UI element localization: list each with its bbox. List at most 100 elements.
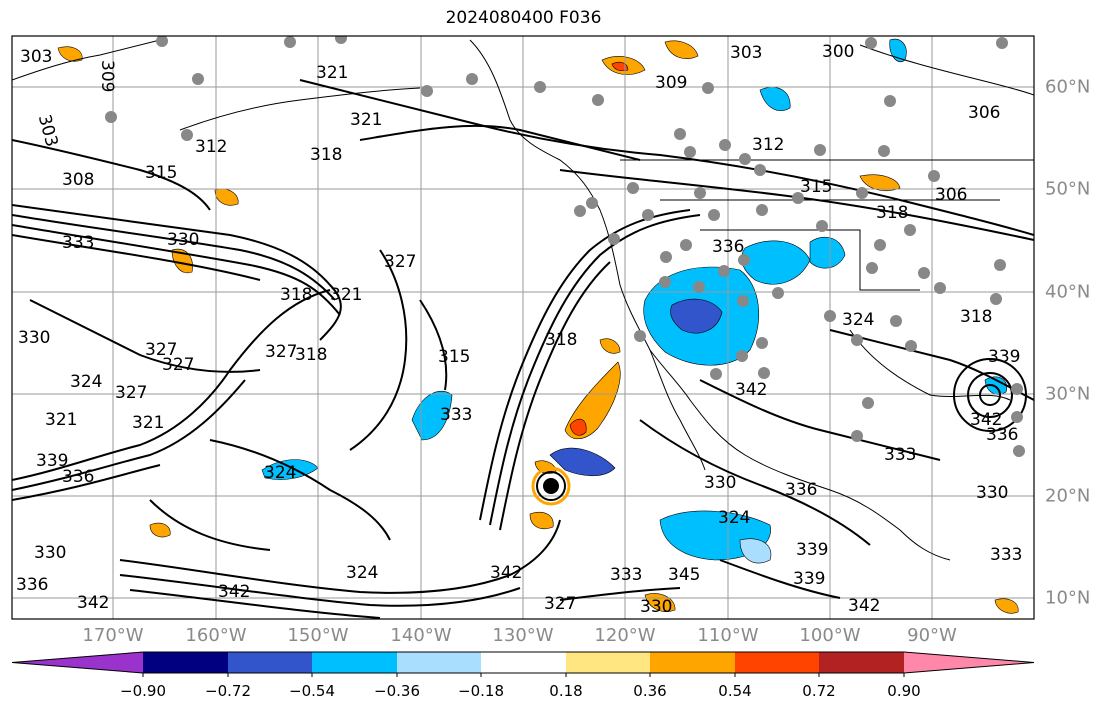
contour-label: 342 [490, 563, 522, 583]
contour-label: 327 [265, 342, 297, 362]
tropical-cyclone [531, 466, 571, 506]
contour-label: 308 [62, 170, 94, 190]
contour-label: 321 [330, 285, 362, 305]
contour-label: 342 [77, 593, 109, 613]
contour-label: 324 [346, 563, 378, 583]
colorbar-segment [481, 652, 566, 673]
colorbar-segment [312, 652, 397, 673]
contour-label: 324 [842, 310, 874, 330]
contour-label: 330 [167, 230, 199, 250]
colorbar-tick-label: −0.18 [458, 682, 504, 700]
contour-label: 318 [280, 285, 312, 305]
contour-label: 345 [668, 565, 700, 585]
lat-label: 10°N [1045, 587, 1091, 609]
contour-label: 309 [97, 60, 117, 92]
contour-label: 300 [822, 42, 854, 62]
contour-label: 330 [640, 597, 672, 617]
lon-label: 140°W [390, 625, 452, 646]
colorbar-tick-label: 0.72 [802, 682, 836, 700]
contour-label: 321 [350, 110, 382, 130]
colorbar [11, 651, 1035, 677]
colorbar-tick-label: 0.36 [633, 682, 667, 700]
contour-label: 321 [316, 63, 348, 83]
contour-label: 327 [162, 355, 194, 375]
colorbar-tick-label: −0.54 [289, 682, 335, 700]
colorbar-tick-label: 0.90 [887, 682, 921, 700]
colorbar-segment [735, 652, 819, 673]
contour-label: 324 [718, 508, 750, 528]
contour-label: 333 [884, 445, 916, 465]
colorbar-segment [650, 652, 735, 673]
colorbar-tick-label: −0.90 [120, 682, 166, 700]
contour-label: 315 [145, 163, 177, 183]
lon-label: 150°W [287, 625, 349, 646]
contour-label: 336 [785, 480, 817, 500]
contour-label: 342 [848, 596, 880, 616]
contour-label: 312 [195, 137, 227, 157]
colorbar-segment [819, 652, 904, 673]
contour-label: 315 [800, 177, 832, 197]
contour-label: 321 [45, 410, 77, 430]
lon-label: 120°W [594, 625, 656, 646]
contour-label: 315 [438, 347, 470, 367]
lon-label: 130°W [492, 625, 554, 646]
colorbar-tick-label: −0.36 [374, 682, 420, 700]
colorbar-tick-label: −0.72 [205, 682, 251, 700]
contour-label: 333 [990, 545, 1022, 565]
contour-label: 342 [735, 380, 767, 400]
lat-label: 30°N [1045, 383, 1091, 405]
lon-label: 160°W [185, 625, 247, 646]
contour-label: 339 [36, 451, 68, 471]
contour-label: 327 [384, 252, 416, 272]
colorbar-segment [12, 652, 143, 673]
coastlines [12, 39, 1034, 561]
colorbar-segment [397, 652, 481, 673]
contour-label: 336 [712, 237, 744, 257]
colorbar-segment [566, 652, 650, 673]
colorbar-segment [143, 652, 228, 673]
contour-label: 327 [115, 383, 147, 403]
contour-label: 318 [960, 307, 992, 327]
contour-label: 336 [986, 425, 1018, 445]
contour-label: 336 [16, 575, 48, 595]
colorbar-tick-label: 0.18 [549, 682, 583, 700]
contour-label: 333 [440, 405, 472, 425]
contour-label: 327 [544, 594, 576, 614]
lon-label: 100°W [799, 625, 861, 646]
contour-label: 330 [18, 328, 50, 348]
lon-label: 170°W [82, 625, 144, 646]
colorbar-segment [904, 652, 1034, 673]
contour-label: 342 [970, 410, 1002, 430]
contour-labels: 303 309 303 321 312 308 315 318 321 309 … [16, 42, 1022, 617]
contour-label: 321 [132, 413, 164, 433]
map-title: 2024080400 F036 [445, 8, 602, 28]
lon-label: 90°W [907, 625, 957, 646]
contour-label: 318 [295, 345, 327, 365]
colorbar-segment [228, 652, 312, 673]
station-markers [105, 36, 1025, 457]
graticule [12, 36, 1034, 619]
contour-label: 330 [704, 473, 736, 493]
contour-label: 330 [976, 483, 1008, 503]
contour-label: 339 [988, 347, 1020, 367]
lat-label: 20°N [1045, 485, 1091, 507]
lat-label: 60°N [1045, 76, 1091, 98]
contour-label: 306 [968, 103, 1000, 123]
lat-label: 40°N [1045, 281, 1091, 303]
contour-label: 324 [264, 463, 296, 483]
map-frame [11, 35, 1035, 620]
contour-label: 303 [730, 43, 762, 63]
lon-label: 110°W [697, 625, 759, 646]
contour-label: 333 [610, 565, 642, 585]
contour-label: 339 [796, 540, 828, 560]
contour-label: 306 [935, 185, 967, 205]
colorbar-tick-label: 0.54 [718, 682, 752, 700]
contour-label: 312 [752, 135, 784, 155]
height-contours [12, 79, 1034, 619]
contour-label: 339 [793, 569, 825, 589]
contour-label: 327 [145, 340, 177, 360]
contour-label: 303 [20, 47, 52, 67]
contour-label: 318 [310, 145, 342, 165]
contour-label: 342 [218, 582, 250, 602]
